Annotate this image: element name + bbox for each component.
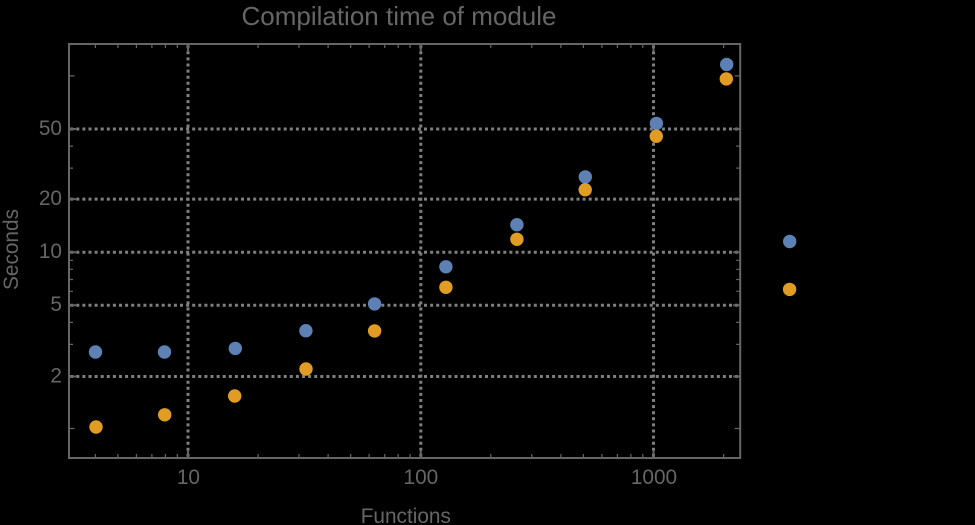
svg-text:10: 10 xyxy=(39,240,62,263)
svg-text:20: 20 xyxy=(39,187,62,210)
svg-text:10: 10 xyxy=(177,466,200,489)
svg-text:Seconds: Seconds xyxy=(0,209,23,290)
svg-text:50: 50 xyxy=(39,117,62,140)
svg-text:Compilation time of module: Compilation time of module xyxy=(241,1,556,31)
svg-text:5: 5 xyxy=(50,293,62,316)
svg-text:1000: 1000 xyxy=(631,466,677,489)
svg-text:Functions: Functions xyxy=(361,505,451,525)
svg-text:2: 2 xyxy=(50,364,62,387)
svg-text:100: 100 xyxy=(404,466,439,489)
